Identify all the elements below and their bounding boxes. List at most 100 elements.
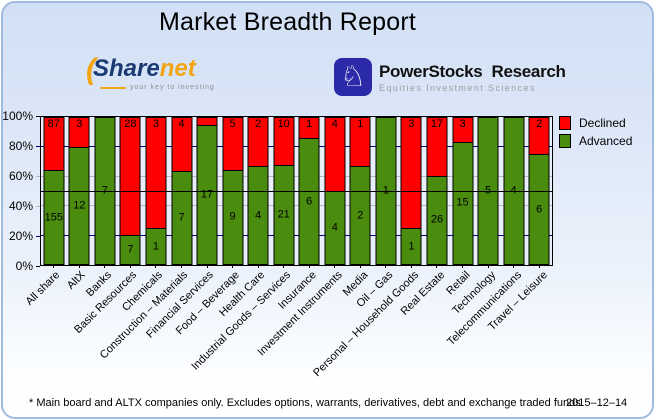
y-axis-tick xyxy=(36,145,40,147)
bar-value-label-declined: 2 xyxy=(536,118,543,130)
bar-slot: 3 15 xyxy=(450,117,476,268)
bar-value-label-declined: 3 xyxy=(152,118,160,130)
bar-segment-advanced xyxy=(222,169,244,265)
legend-row-advanced: Advanced xyxy=(559,134,632,148)
bar-value-label-advanced: 2 xyxy=(357,209,364,222)
x-axis-tick xyxy=(181,265,182,268)
bar-segment-advanced xyxy=(452,141,474,265)
x-axis-tick xyxy=(487,265,489,268)
powerstocks-text: PowerStocks Research Equities Investment … xyxy=(379,62,566,93)
y-axis-label: 60% xyxy=(8,169,33,183)
sharenet-tagline-row: your key to investing xyxy=(100,84,246,91)
y-axis-tick xyxy=(36,115,40,117)
bar-value-label-declined: 3 xyxy=(408,118,415,130)
gridline-60 xyxy=(41,175,552,177)
legend-row-declined: Declined xyxy=(559,116,632,130)
bar-value-label-declined: 28 xyxy=(124,118,137,130)
x-axis-tick xyxy=(129,265,131,268)
bar-value-label-advanced: 1 xyxy=(152,240,160,252)
x-axis-tick xyxy=(53,265,55,268)
bar-value-label-advanced: 7 xyxy=(127,243,134,256)
bar-slot: 17 xyxy=(194,117,220,268)
bar-value-label-advanced: 26 xyxy=(430,213,444,226)
stacked-bar: 10 21 xyxy=(273,117,295,265)
bar-segment-declined xyxy=(400,117,422,228)
footnote: * Main board and ALTX companies only. Ex… xyxy=(29,397,581,409)
x-axis-tick xyxy=(283,265,285,268)
stacked-bar: 3 12 xyxy=(68,117,90,265)
x-axis-tick xyxy=(513,265,515,268)
y-axis-tick xyxy=(36,175,40,177)
bar-segment-declined xyxy=(452,117,474,142)
x-axis-tick xyxy=(462,265,464,268)
bar-segment-declined xyxy=(222,117,244,170)
bar-segment-declined xyxy=(528,117,550,154)
bar-value-label-advanced: 21 xyxy=(277,208,290,221)
bar-value-label-declined: 4 xyxy=(178,118,185,130)
x-axis-tick xyxy=(410,265,412,268)
legend-swatch-declined xyxy=(559,116,571,130)
y-axis-tick xyxy=(36,235,40,237)
sharenet-word-share: Share xyxy=(93,55,160,82)
bar-segment-declined xyxy=(298,117,320,139)
bar-value-label-declined: 5 xyxy=(229,118,236,130)
stacked-bar: 17 xyxy=(196,117,218,265)
bar-segment-advanced xyxy=(196,125,218,265)
x-axis-tick xyxy=(78,265,80,268)
sharenet-wordmark: (Sharenet xyxy=(86,55,246,85)
bar-slot: 17 26 xyxy=(424,117,450,268)
x-axis-tick xyxy=(359,265,361,268)
bar-value-label-declined: 3 xyxy=(76,118,83,130)
legend-label: Advanced xyxy=(579,134,633,148)
bar-slot: 87 155 xyxy=(41,117,67,268)
fifty-percent-line xyxy=(41,190,552,192)
bar-value-label-declined: 17 xyxy=(430,118,444,130)
bar-value-label-declined: 10 xyxy=(277,118,290,130)
x-axis-tick xyxy=(104,265,106,268)
legend-swatch-advanced xyxy=(559,134,571,148)
y-axis-label: 80% xyxy=(8,139,33,153)
bar-segment-advanced xyxy=(426,175,448,265)
stacked-bar: 17 26 xyxy=(426,117,448,265)
gridline-80 xyxy=(41,146,552,148)
bar-value-label-advanced: 6 xyxy=(306,195,313,208)
bar-value-label-declined: 1 xyxy=(357,118,364,130)
bar-value-label-advanced: 15 xyxy=(456,196,469,209)
x-axis-tick xyxy=(308,265,310,268)
powerstocks-logo: ♘ PowerStocks Research Equities Investmen… xyxy=(334,58,566,96)
sharenet-word-net: net xyxy=(159,55,196,82)
x-axis-tick xyxy=(257,265,259,268)
report-date: 2015–12–14 xyxy=(566,397,628,409)
bar-value-label-advanced: 4 xyxy=(331,221,338,234)
bar-segment-advanced xyxy=(273,164,295,265)
bar-value-label-advanced: 9 xyxy=(229,210,236,223)
bar-value-label-advanced: 17 xyxy=(200,188,214,201)
x-axis-tick xyxy=(232,265,234,268)
bar-value-label-advanced: 4 xyxy=(255,209,262,222)
knight-chess-icon: ♘ xyxy=(334,58,372,96)
bar-segment-advanced xyxy=(68,146,90,265)
bar-slot: 3 12 xyxy=(67,117,93,268)
bar-value-label-advanced: 155 xyxy=(44,211,63,224)
x-axis-tick xyxy=(538,265,540,268)
powerstocks-word2: Research xyxy=(491,61,566,81)
x-axis-tick xyxy=(155,265,157,268)
bar-value-label-declined: 2 xyxy=(255,118,262,130)
bar-segment-declined xyxy=(349,117,371,167)
stacked-bar: 87 155 xyxy=(43,117,65,265)
bar-segment-advanced xyxy=(400,228,422,265)
powerstocks-subtitle: Equities Investment Sciences xyxy=(379,82,536,93)
bar-segment-declined xyxy=(273,117,295,165)
bar-segment-advanced xyxy=(324,191,346,265)
bar-segment-declined xyxy=(171,117,192,171)
bar-segment-declined xyxy=(196,117,218,126)
